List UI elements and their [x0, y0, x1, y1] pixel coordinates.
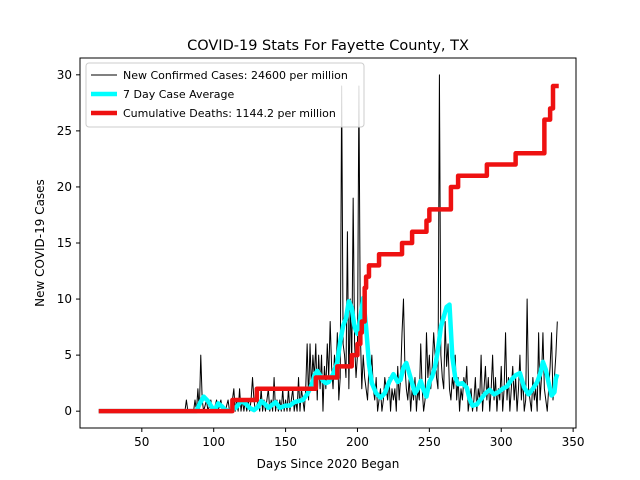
- legend-box: [85, 62, 365, 128]
- y-tick-label: 5: [64, 348, 72, 362]
- y-tick-label: 25: [57, 124, 72, 138]
- x-axis-label: Days Since 2020 Began: [257, 457, 400, 471]
- legend-item-cumulative-deaths: Cumulative Deaths: 1144.2 per million: [123, 107, 336, 120]
- x-tick-label: 200: [346, 435, 369, 449]
- x-tick-label: 300: [490, 435, 513, 449]
- y-tick-label: 10: [57, 292, 72, 306]
- seven-day-average-line: [98, 295, 560, 414]
- x-tick-label: 150: [274, 435, 297, 449]
- cumulative-deaths-line: [98, 83, 559, 414]
- chart-title: COVID-19 Stats For Fayette County, TX: [187, 38, 469, 54]
- y-tick-label: 0: [64, 404, 72, 418]
- legend-item-seven-day-average: 7 Day Case Average: [123, 88, 235, 101]
- x-tick-label: 50: [134, 435, 149, 449]
- y-tick-label: 20: [57, 180, 72, 194]
- x-tick-label: 100: [202, 435, 225, 449]
- legend: New Confirmed Cases: 24600 per million 7 …: [85, 62, 365, 128]
- y-tick-label: 30: [57, 68, 72, 82]
- x-tick-label: 350: [562, 435, 585, 449]
- y-tick-label: 15: [57, 236, 72, 250]
- y-axis-label: New COVID-19 Cases: [33, 179, 47, 307]
- x-tick-label: 250: [418, 435, 441, 449]
- legend-item-new-cases: New Confirmed Cases: 24600 per million: [123, 69, 348, 82]
